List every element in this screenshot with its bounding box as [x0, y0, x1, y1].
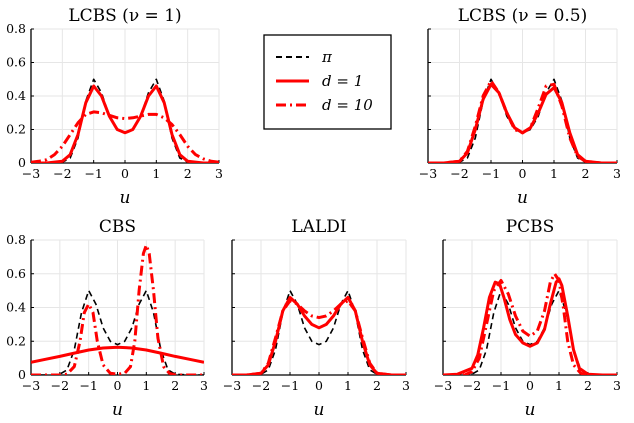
x-axis-label: u — [112, 400, 123, 420]
x-tick-label: 1 — [555, 378, 563, 393]
y-tick-label: 0.6 — [6, 266, 26, 281]
series-d1-line — [443, 277, 617, 375]
x-tick-label: 1 — [344, 378, 352, 393]
x-axis-label: u — [517, 188, 528, 208]
series-pi-line — [31, 289, 204, 375]
y-tick-label: 0 — [18, 155, 26, 170]
x-tick-label: 0 — [526, 378, 534, 393]
panel-title: LCBS (ν = 0.5) — [458, 6, 588, 26]
x-tick-label: 1 — [550, 166, 558, 181]
series-d10-line — [232, 299, 406, 375]
x-tick-label: 2 — [582, 166, 590, 181]
x-tick-label: 2 — [171, 378, 179, 393]
legend: π d = 1 d = 10 — [263, 34, 392, 130]
x-tick-label: −2 — [53, 166, 71, 181]
x-tick-label: 3 — [613, 378, 621, 393]
panel-lcbs05: −3 −2 −1 0 1 2 3 LCBS (ν = 0.5) u — [419, 6, 621, 208]
x-tick-label: 3 — [215, 166, 223, 181]
x-tick-label: −3 — [22, 378, 40, 393]
x-tick-label: −3 — [419, 166, 437, 181]
y-tick-label: 0 — [18, 367, 26, 382]
y-tick-label: 0.6 — [6, 55, 26, 70]
x-tick-label: −3 — [434, 378, 452, 393]
panel-laldi: −3 −2 −1 0 1 2 3 LALDI u — [223, 217, 410, 420]
x-tick-label: −2 — [450, 166, 468, 181]
x-tick-label: 1 — [152, 166, 160, 181]
x-tick-label: −2 — [252, 378, 270, 393]
legend-label: d = 1 — [322, 72, 363, 90]
series-d10-line — [31, 243, 204, 375]
x-tick-label: 3 — [200, 378, 208, 393]
x-tick-label: −1 — [281, 378, 299, 393]
panel-lcbs1: −3 −2 −1 0 1 2 3 0 0.2 0.4 0.6 0.8 LCBS (ν = 1) u — [6, 6, 223, 208]
y-tick-label: 0.2 — [6, 122, 26, 137]
x-axis-label: u — [314, 400, 325, 420]
x-tick-label: 2 — [584, 378, 592, 393]
x-tick-label: −2 — [463, 378, 481, 393]
series-d1-line — [31, 84, 219, 163]
x-tick-label: 3 — [402, 378, 410, 393]
panel-title: CBS — [99, 217, 136, 237]
legend-label: d = 10 — [322, 96, 373, 114]
x-axis-label: u — [525, 400, 536, 420]
y-tick-label: 0.4 — [6, 88, 26, 103]
x-tick-label: −1 — [84, 166, 102, 181]
x-tick-label: 2 — [184, 166, 192, 181]
series-pi-line — [232, 289, 406, 375]
legend-label: π — [321, 48, 333, 66]
panel-cbs: −3 −2 −1 0 1 2 3 0 0.2 0.4 0.6 0.8 CBS u — [6, 217, 208, 420]
series-d10-line — [31, 110, 219, 163]
x-tick-label: −1 — [79, 378, 97, 393]
x-tick-label: −1 — [482, 166, 500, 181]
y-tick-label: 0.8 — [6, 21, 26, 36]
panel-pcbs: −3 −2 −1 0 1 2 3 PCBS u — [434, 217, 621, 420]
x-tick-label: 0 — [519, 166, 527, 181]
series-d1-line — [31, 345, 204, 364]
x-tick-label: 2 — [373, 378, 381, 393]
x-tick-label: 0 — [114, 378, 122, 393]
panel-title: PCBS — [506, 217, 555, 237]
y-tick-label: 0.8 — [6, 232, 26, 247]
y-tick-label: 0.4 — [6, 300, 26, 315]
series-d10-line — [443, 272, 617, 375]
panel-title: LALDI — [291, 217, 346, 237]
x-tick-label: 0 — [315, 378, 323, 393]
y-tick-label: 0.2 — [6, 333, 26, 348]
x-tick-label: −3 — [22, 166, 40, 181]
x-tick-label: −1 — [492, 378, 510, 393]
x-tick-label: 0 — [121, 166, 129, 181]
x-tick-label: 3 — [613, 166, 621, 181]
x-tick-label: 1 — [142, 378, 150, 393]
series-d10-line — [428, 79, 617, 163]
x-axis-label: u — [120, 188, 131, 208]
x-tick-label: −3 — [223, 378, 241, 393]
panel-title: LCBS (ν = 1) — [68, 6, 181, 26]
x-tick-label: −2 — [51, 378, 69, 393]
